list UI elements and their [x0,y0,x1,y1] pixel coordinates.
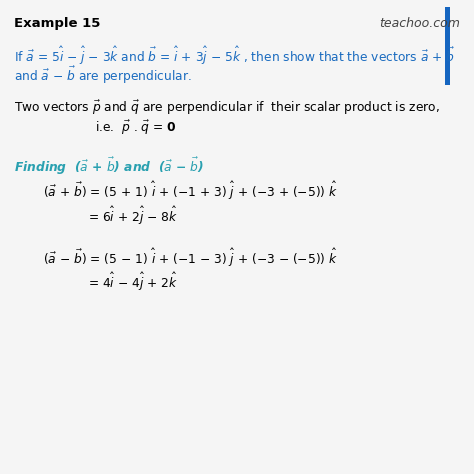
Text: ($\vec{a}$ + $\vec{b}$) = (5 + 1) $\hat{i}$ + (−1 + 3) $\hat{j}$ + (−3 + (−5)) $: ($\vec{a}$ + $\vec{b}$) = (5 + 1) $\hat{… [43,180,337,202]
Text: i.e.  $\vec{p}$ . $\vec{q}$ = $\mathbf{0}$: i.e. $\vec{p}$ . $\vec{q}$ = $\mathbf{0}… [95,118,177,137]
Text: Two vectors $\vec{p}$ and $\vec{q}$ are perpendicular if  their scalar product i: Two vectors $\vec{p}$ and $\vec{q}$ are … [14,99,440,117]
Text: teachoo.com: teachoo.com [379,17,460,29]
Bar [445,7,450,85]
Text: and $\vec{a}$ − $\vec{b}$ are perpendicular.: and $\vec{a}$ − $\vec{b}$ are perpendicu… [14,65,192,86]
Text: = 6$\hat{i}$ + 2$\hat{j}$ − 8$\hat{k}$: = 6$\hat{i}$ + 2$\hat{j}$ − 8$\hat{k}$ [88,205,178,227]
Text: If $\vec{a}$ = 5$\hat{i}$ − $\hat{j}$ − 3$\hat{k}$ and $\vec{b}$ = $\hat{i}$ + 3: If $\vec{a}$ = 5$\hat{i}$ − $\hat{j}$ − … [14,45,456,67]
Text: = 4$\hat{i}$ − 4$\hat{j}$ + 2$\hat{k}$: = 4$\hat{i}$ − 4$\hat{j}$ + 2$\hat{k}$ [88,271,178,293]
Text: Example 15: Example 15 [14,17,100,29]
Text: Finding  ($\vec{a}$ + $\vec{b}$) and  ($\vec{a}$ − $\vec{b}$): Finding ($\vec{a}$ + $\vec{b}$) and ($\v… [14,155,204,176]
Text: ($\vec{a}$ − $\vec{b}$) = (5 − 1) $\hat{i}$ + (−1 − 3) $\hat{j}$ + (−3 − (−5)) $: ($\vec{a}$ − $\vec{b}$) = (5 − 1) $\hat{… [43,246,337,268]
